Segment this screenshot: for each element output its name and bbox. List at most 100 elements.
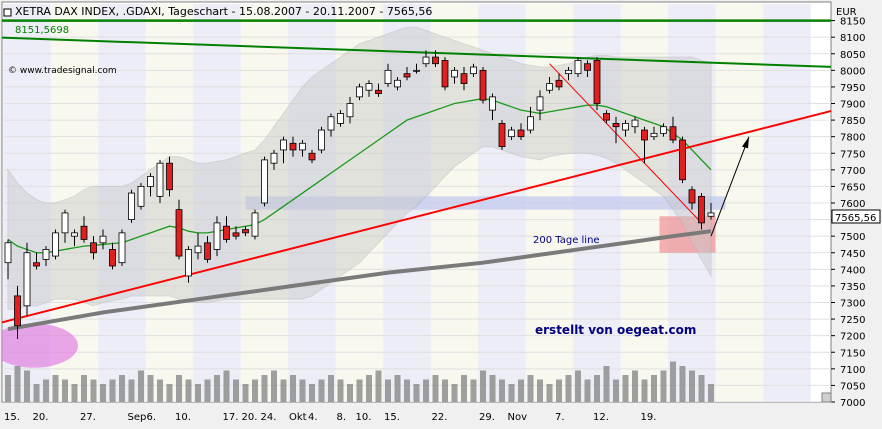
volume-bar: [442, 379, 448, 402]
volume-bar: [24, 370, 30, 402]
candle-body: [308, 152, 316, 161]
y-tick-label: 7850: [840, 116, 865, 127]
volume-bar: [223, 370, 230, 402]
x-tick-label: 29.: [479, 412, 495, 423]
x-tick-label: 27.: [80, 412, 96, 423]
volume-bar: [252, 379, 258, 402]
candle-body: [536, 96, 544, 111]
y-tick-label: 7400: [840, 265, 865, 276]
x-tick-label: 10.: [175, 412, 191, 423]
candle-body: [109, 249, 116, 267]
y-tick-label: 8000: [840, 66, 865, 77]
volume-bar: [489, 375, 496, 402]
candle-body: [470, 66, 477, 75]
last-price-label: 7565,56: [835, 213, 876, 224]
resize-handle[interactable]: [821, 392, 832, 403]
chart-title: XETRA DAX INDEX, .GDAXI, Tageschart - 15…: [15, 5, 432, 18]
volume-bar: [233, 379, 239, 402]
candle-body: [451, 69, 458, 78]
candle-body: [223, 225, 230, 240]
volume-bar: [147, 375, 154, 402]
y-tick-label: 7700: [840, 166, 865, 177]
highlight-circle: [2, 323, 78, 368]
x-tick-label: Okt: [289, 412, 307, 423]
candle-body: [242, 229, 249, 234]
volume-bar: [166, 384, 173, 402]
volume-bar: [375, 370, 382, 402]
candle-body: [23, 252, 31, 307]
candle-body: [194, 245, 202, 254]
candle-body: [251, 212, 259, 237]
y-tick-label: 7050: [840, 381, 865, 392]
volume-bar: [546, 384, 553, 402]
volume-bar: [651, 375, 657, 402]
y-tick-label: 7950: [840, 83, 865, 94]
candle-body: [650, 132, 658, 138]
candle-body: [555, 79, 563, 88]
candle-body: [375, 89, 382, 94]
candle-body: [346, 103, 354, 118]
candle-body: [213, 222, 221, 250]
y-tick-label: 8050: [840, 50, 865, 61]
candle-body: [128, 192, 135, 220]
candle-body: [527, 116, 534, 131]
y-tick-label: 7800: [840, 133, 865, 144]
x-tick-label: 6.: [147, 412, 157, 423]
target-arrow: [710, 136, 750, 237]
candle-body: [42, 249, 50, 260]
volume-bar: [366, 375, 372, 402]
downtrend-line: [2, 36, 831, 68]
volume-bar: [100, 384, 106, 402]
candle-body: [403, 73, 411, 78]
volume-bar: [404, 379, 410, 402]
volume-bar: [698, 375, 705, 402]
y-tick-label: 7600: [840, 199, 865, 210]
volume-bar: [518, 379, 524, 402]
volume-bar: [242, 384, 249, 402]
candle-body: [669, 126, 677, 141]
candle-body: [52, 232, 59, 257]
candle-body: [441, 59, 449, 88]
candle-body: [384, 69, 392, 85]
candle-body: [137, 186, 145, 207]
candle-body: [71, 232, 78, 237]
candle-body: [498, 123, 506, 148]
x-tick-label: 12.: [593, 412, 609, 423]
x-tick-label: 20.: [242, 412, 258, 423]
volume-bar: [62, 379, 68, 402]
volume-bar: [394, 375, 401, 402]
bollinger-band: [7, 26, 712, 310]
x-tick-label: 17.: [223, 412, 239, 423]
x-tick-label: 22.: [432, 412, 448, 423]
volume-bar: [584, 379, 591, 402]
volume-bar: [689, 370, 695, 402]
volume-bar: [670, 361, 676, 402]
y-tick-label: 7100: [840, 365, 865, 376]
y-tick-label: 7900: [840, 100, 865, 111]
candle-body: [517, 129, 525, 138]
volume-bar: [660, 370, 667, 402]
x-tick-label: 7.: [555, 412, 565, 423]
candle-body: [460, 73, 468, 85]
candle-body: [365, 83, 373, 91]
x-tick-label: 15.: [4, 412, 20, 423]
volume-bar: [119, 375, 125, 402]
x-tick-label: 8.: [337, 412, 347, 423]
candle-body: [156, 162, 164, 197]
candle-body: [394, 79, 401, 88]
candle-body: [33, 262, 40, 267]
volume-bar: [90, 379, 97, 402]
candle-body: [299, 142, 306, 151]
candle-body: [204, 242, 211, 260]
candle-body: [584, 63, 591, 71]
volume-bar: [328, 375, 334, 402]
volume-bar: [271, 370, 277, 402]
candle-body: [479, 69, 487, 101]
resistance-value-label: 8151,5698: [15, 25, 69, 36]
candle-body: [593, 59, 601, 104]
y-tick-label: 7250: [840, 315, 865, 326]
candle-body: [698, 195, 705, 224]
candle-body: [612, 123, 620, 128]
x-tick-label: 20.: [33, 412, 49, 423]
